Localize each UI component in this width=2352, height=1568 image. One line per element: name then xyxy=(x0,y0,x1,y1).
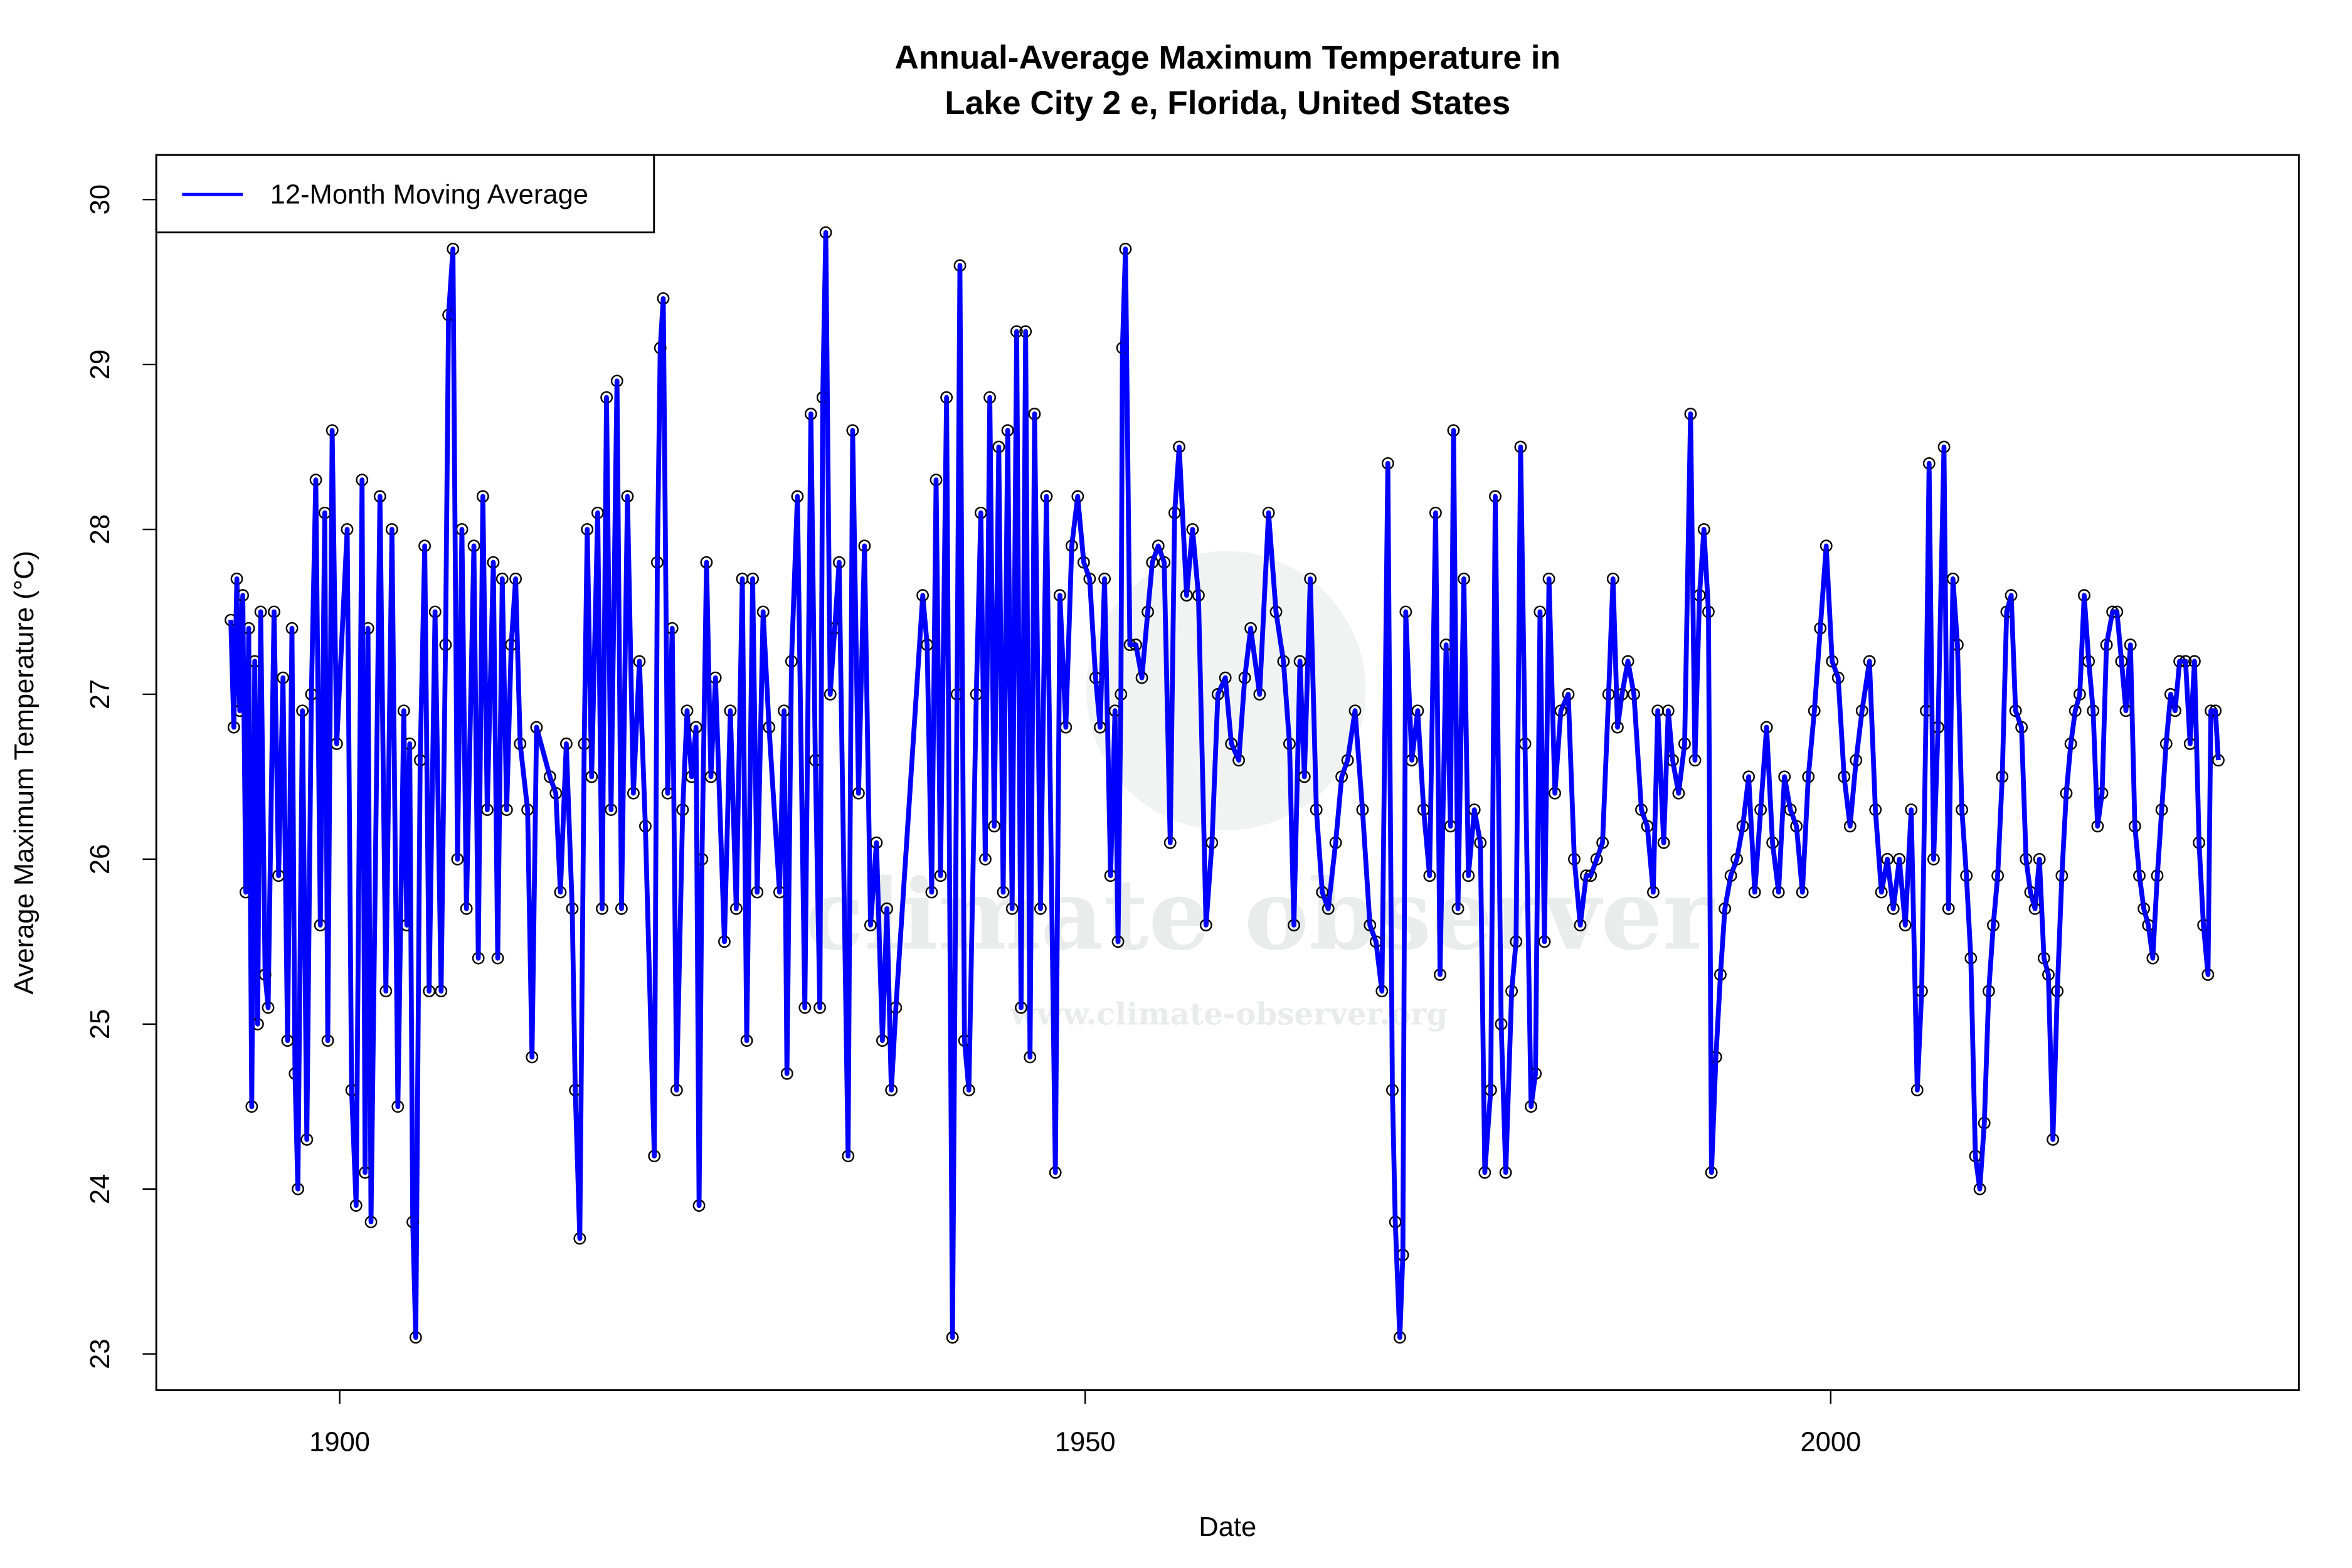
y-axis: 23 24 25 26 27 28 29 30 xyxy=(85,184,157,1369)
y-tick-label: 28 xyxy=(85,514,115,544)
data-point xyxy=(1590,852,1603,866)
y-tick-label: 26 xyxy=(85,844,115,874)
chart-title-line-1: Annual-Average Maximum Temperature in xyxy=(894,39,1560,76)
x-axis: 1900 1950 2000 xyxy=(309,1389,1861,1457)
y-tick-label: 30 xyxy=(85,184,115,215)
y-tick-label: 23 xyxy=(85,1338,115,1369)
series-line-overlay xyxy=(229,230,2220,1340)
x-tick-label: 1950 xyxy=(1055,1427,1116,1457)
y-axis-label: Average Maximum Temperature (°C) xyxy=(9,551,40,995)
chart-title-line-2: Lake City 2 e, Florida, United States xyxy=(945,85,1510,122)
legend: 12-Month Moving Average xyxy=(155,154,655,234)
x-axis-label: Date xyxy=(1199,1512,1256,1542)
x-tick-label: 2000 xyxy=(1800,1427,1861,1457)
x-tick-label: 1900 xyxy=(309,1427,370,1457)
plot-marks xyxy=(225,226,2225,1344)
legend-entry-label: 12-Month Moving Average xyxy=(270,180,588,210)
watermark-url: www.climate-observer.org xyxy=(1010,997,1448,1032)
data-point xyxy=(1152,539,1165,553)
y-tick-label: 25 xyxy=(85,1009,115,1039)
y-tick-label: 29 xyxy=(85,349,115,379)
y-tick-label: 27 xyxy=(85,679,115,709)
y-tick-label: 24 xyxy=(85,1174,115,1204)
